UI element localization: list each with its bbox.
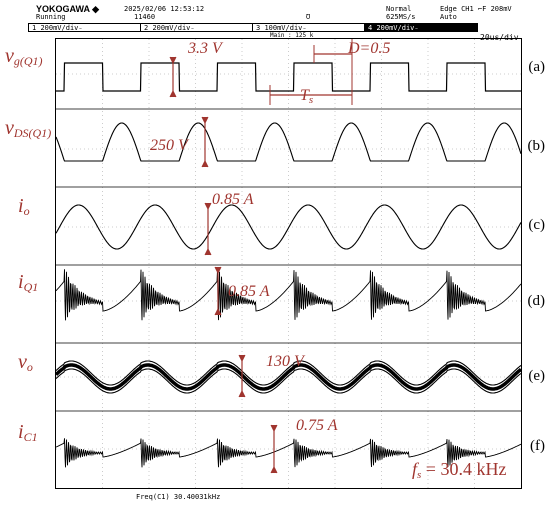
trigger-auto: Auto — [440, 13, 457, 21]
label-iq1: iQ1 — [18, 271, 39, 294]
scope-screen — [54, 38, 523, 489]
trace-ic1 — [55, 438, 522, 468]
label-ic1: iC1 — [18, 421, 38, 444]
amp-label-e: 130 V — [266, 353, 304, 370]
trace-vo-lower — [55, 368, 522, 394]
amp-label-f: 0.75 A — [296, 417, 338, 434]
amp-arrow-c-head-bottom — [204, 247, 212, 256]
acq-count: 11460 — [134, 13, 156, 21]
trace-vgq1 — [56, 62, 521, 92]
channel-3-box: 3 100mV/div₋ — [252, 23, 366, 32]
amp-arrow-e-head-bottom — [238, 389, 246, 398]
channel-1-scale: 200mV/div₋ — [40, 24, 83, 32]
channel-3-id: 3 — [256, 24, 261, 32]
panel-tag-f: (f) — [530, 438, 545, 454]
run-status: Running — [36, 13, 66, 21]
channel-4-scale: 200mV/div₋ — [376, 24, 419, 32]
brand-logo: YOKOGAWA ◆ — [36, 4, 100, 14]
panel-tag-d: (d) — [527, 293, 546, 309]
amp-arrow-f-head-top — [270, 424, 278, 433]
label-vgq1: vg(Q1) — [5, 45, 43, 68]
label-vdsq1: vDS(Q1) — [5, 117, 52, 140]
label-io: io — [18, 195, 30, 218]
amp-arrow-a-head-top — [169, 56, 177, 65]
amp-arrow-c-head-top — [204, 202, 212, 211]
waveform-plot — [54, 39, 523, 488]
panel-tag-a: (a) — [528, 59, 545, 75]
period-label: Ts — [300, 87, 314, 106]
trace-vo — [54, 363, 523, 391]
amp-label-d: 0.85 A — [228, 283, 270, 300]
panel-tag-e: (e) — [528, 368, 545, 384]
amp-arrow-d-head-top — [214, 266, 222, 275]
amp-label-a: 3.3 V — [188, 40, 222, 57]
amp-arrow-b-head-top — [201, 116, 209, 125]
main-record: Main : 125 k — [270, 32, 314, 39]
channel-2-scale: 200mV/div₋ — [152, 24, 195, 32]
trigger-marker-icon: Ʊ — [306, 13, 311, 21]
timebase: 20us/div — [480, 33, 519, 42]
amp-label-c: 0.85 A — [212, 191, 254, 208]
channel-1-id: 1 — [32, 24, 37, 32]
channel-2-box: 2 200mV/div₋ — [140, 23, 254, 32]
amp-label-b: 250 V — [150, 137, 188, 154]
trace-vdsq1 — [55, 122, 522, 162]
sample-rate: 625MS/s — [386, 13, 416, 21]
trace-iq1 — [55, 269, 522, 321]
amp-arrow-a-head-bottom — [169, 89, 177, 98]
trigger-mode-normal: Normal — [386, 5, 412, 13]
amp-arrow-f-head-bottom — [270, 465, 278, 474]
label-vo: vo — [18, 351, 33, 374]
trace-vo-upper — [55, 360, 522, 386]
trace-io — [55, 204, 522, 250]
switching-frequency-label: fs = 30.4 kHz — [412, 459, 507, 481]
datetime: 2025/02/06 12:53:12 — [124, 5, 205, 13]
panel-tag-c: (c) — [528, 217, 545, 233]
amp-arrow-d-head-bottom — [214, 307, 222, 316]
duty-label: D=0.5 — [348, 40, 391, 57]
amp-arrow-b-head-bottom — [201, 159, 209, 168]
channel-4-box: 4 200mV/div₋ — [364, 23, 478, 32]
channel-3-scale: 100mV/div₋ — [264, 24, 307, 32]
trigger-edge: Edge CH1 ⌐F 208mV — [440, 5, 512, 13]
channel-1-box: 1 200mV/div₋ — [28, 23, 142, 32]
channel-4-id: 4 — [368, 24, 373, 32]
channel-2-id: 2 — [144, 24, 149, 32]
panel-tag-b: (b) — [527, 138, 546, 154]
amp-arrow-e-head-top — [238, 354, 246, 363]
freq-readout: Freq(C1) 30.40031kHz — [136, 493, 221, 501]
